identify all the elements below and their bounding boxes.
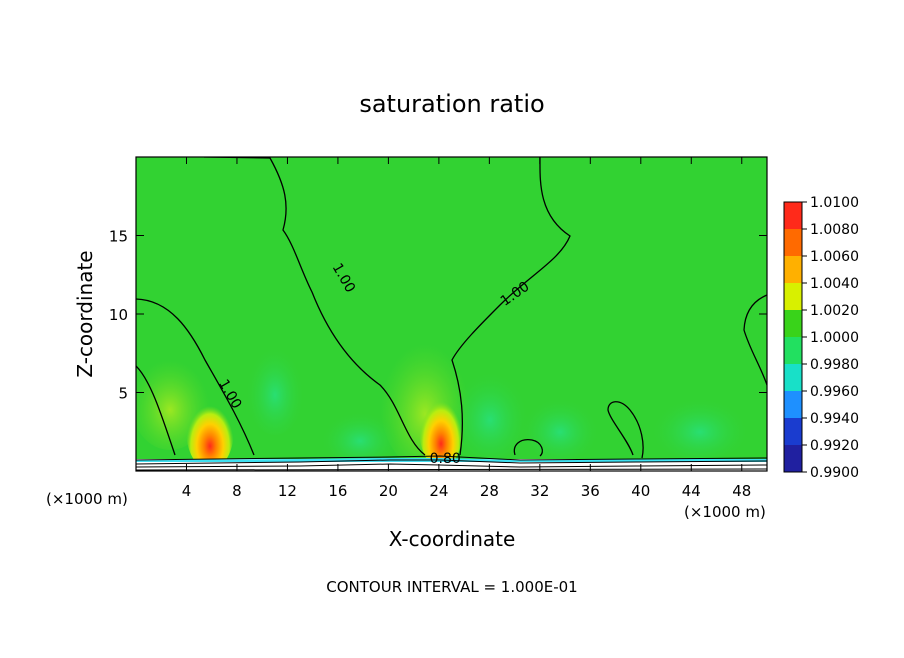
colorbar-label: 1.0000: [810, 330, 859, 346]
colorbar-swatch: [784, 337, 802, 364]
x-axis: 4 8 12 16 20 24 28 32 36 40 44 48: [182, 157, 751, 500]
colorbar: 1.0100 1.0080 1.0060 1.0040 1.0020 1.0000 0.99…: [783, 195, 859, 481]
contour-label: 0.80: [430, 451, 461, 467]
contour-line: [136, 455, 767, 461]
contour-interval-note: CONTOUR INTERVAL = 1.000E-01: [326, 578, 577, 596]
contour-line: [203, 157, 426, 456]
colorbar-swatch: [784, 391, 802, 418]
contour-line: [513, 439, 543, 457]
x-tick-label: 4: [182, 482, 192, 500]
colorbar-label: 0.9980: [810, 357, 859, 373]
contour-line: [136, 468, 767, 471]
x-tick-label: 12: [278, 482, 297, 500]
colorbar-swatch: [784, 202, 802, 229]
x-tick-label: 28: [480, 482, 499, 500]
plot-area: [136, 157, 767, 471]
cool-region: [450, 360, 530, 460]
x-tick-label: 36: [581, 482, 600, 500]
contour-line: [451, 157, 571, 456]
colorbar-label: 0.9920: [810, 438, 859, 454]
hot-spot: [419, 385, 463, 469]
colorbar-label: 1.0080: [810, 222, 859, 238]
hot-spot: [186, 390, 234, 470]
colorbar-label: 0.9900: [810, 465, 859, 481]
contour-line: [136, 298, 255, 456]
x-tick-label: 44: [682, 482, 701, 500]
colorbar-label: 1.0100: [810, 195, 859, 211]
cool-region: [520, 390, 600, 460]
x-tick-label: 16: [328, 482, 347, 500]
y-axis-label: Z-coordinate: [73, 250, 97, 377]
contour-line: [743, 294, 767, 386]
cool-region: [245, 335, 305, 435]
colorbar-label: 0.9960: [810, 384, 859, 400]
colorbar-swatch: [784, 256, 802, 283]
colorbar-label: 0.9940: [810, 411, 859, 427]
colorbar-label: 1.0040: [810, 276, 859, 292]
chart-title: saturation ratio: [359, 90, 544, 118]
x-axis-label: X-coordinate: [389, 527, 516, 551]
colorbar-swatch: [784, 445, 802, 472]
cool-region: [650, 390, 750, 460]
colorbar-swatch: [784, 310, 802, 337]
y-axis: 5 10 15: [109, 228, 767, 403]
colorbar-swatch: [784, 229, 802, 256]
y-tick-label: 5: [118, 385, 128, 403]
contour-line: [136, 459, 767, 465]
colorbar-swatch: [784, 283, 802, 310]
cool-region: [320, 405, 400, 465]
colorbar-swatch: [784, 364, 802, 391]
colorbar-label: 1.0020: [810, 303, 859, 319]
contour-line: [607, 401, 644, 459]
x-tick-label: 40: [631, 482, 650, 500]
colorbar-swatch: [784, 418, 802, 445]
y-tick-label: 10: [109, 306, 128, 324]
x-tick-label: 48: [732, 482, 751, 500]
x-tick-label: 20: [379, 482, 398, 500]
x-tick-label: 32: [530, 482, 549, 500]
x-unit-right: (×1000 m): [684, 503, 766, 521]
x-unit-left: (×1000 m): [46, 490, 128, 508]
colorbar-label: 1.0060: [810, 249, 859, 265]
contour-line: [136, 365, 176, 456]
x-tick-label: 24: [429, 482, 448, 500]
y-tick-label: 15: [109, 228, 128, 246]
x-tick-label: 8: [232, 482, 242, 500]
contour-line: [136, 463, 767, 468]
